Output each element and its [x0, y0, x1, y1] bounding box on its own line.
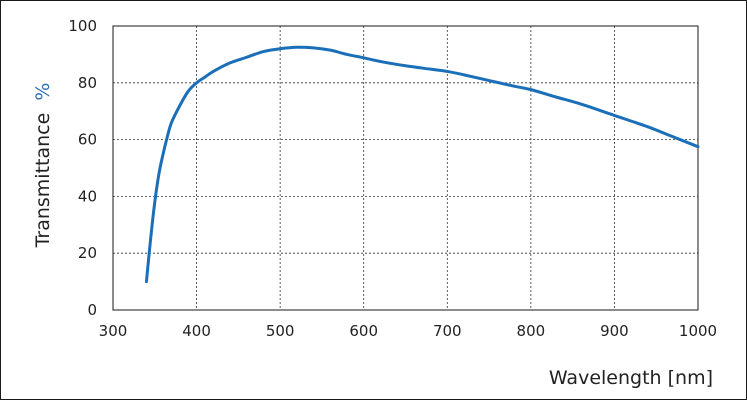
- y-tick-label: 60: [78, 131, 97, 149]
- y-tick-label: 20: [78, 244, 97, 262]
- x-tick-label: 700: [433, 322, 462, 340]
- y-tick-label: 100: [68, 17, 97, 35]
- x-tick-label: 400: [182, 322, 211, 340]
- y-tick-label: 0: [87, 301, 97, 319]
- y-axis-unit: %: [32, 83, 54, 101]
- series-line: [144, 45, 700, 284]
- x-tick-label: 300: [99, 322, 128, 340]
- grid-lines: [113, 26, 698, 310]
- y-tick-label: 40: [78, 187, 97, 205]
- plot-area: [112, 25, 699, 311]
- x-tick-label: 800: [517, 322, 546, 340]
- y-tick-label: 80: [78, 74, 97, 92]
- y-axis-label: Transmittance %: [32, 83, 54, 249]
- x-tick-label: 600: [349, 322, 378, 340]
- y-axis-title: Transmittance: [32, 113, 54, 249]
- y-tick-labels: 0 20 40 60 80 100: [68, 17, 97, 319]
- x-tick-labels: 300 400 500 600 700 800 900 1000: [99, 322, 717, 340]
- x-axis-label: Wavelength [nm]: [549, 367, 713, 389]
- x-tick-label: 900: [600, 322, 629, 340]
- x-tick-label: 500: [266, 322, 295, 340]
- x-tick-label: 1000: [679, 322, 717, 340]
